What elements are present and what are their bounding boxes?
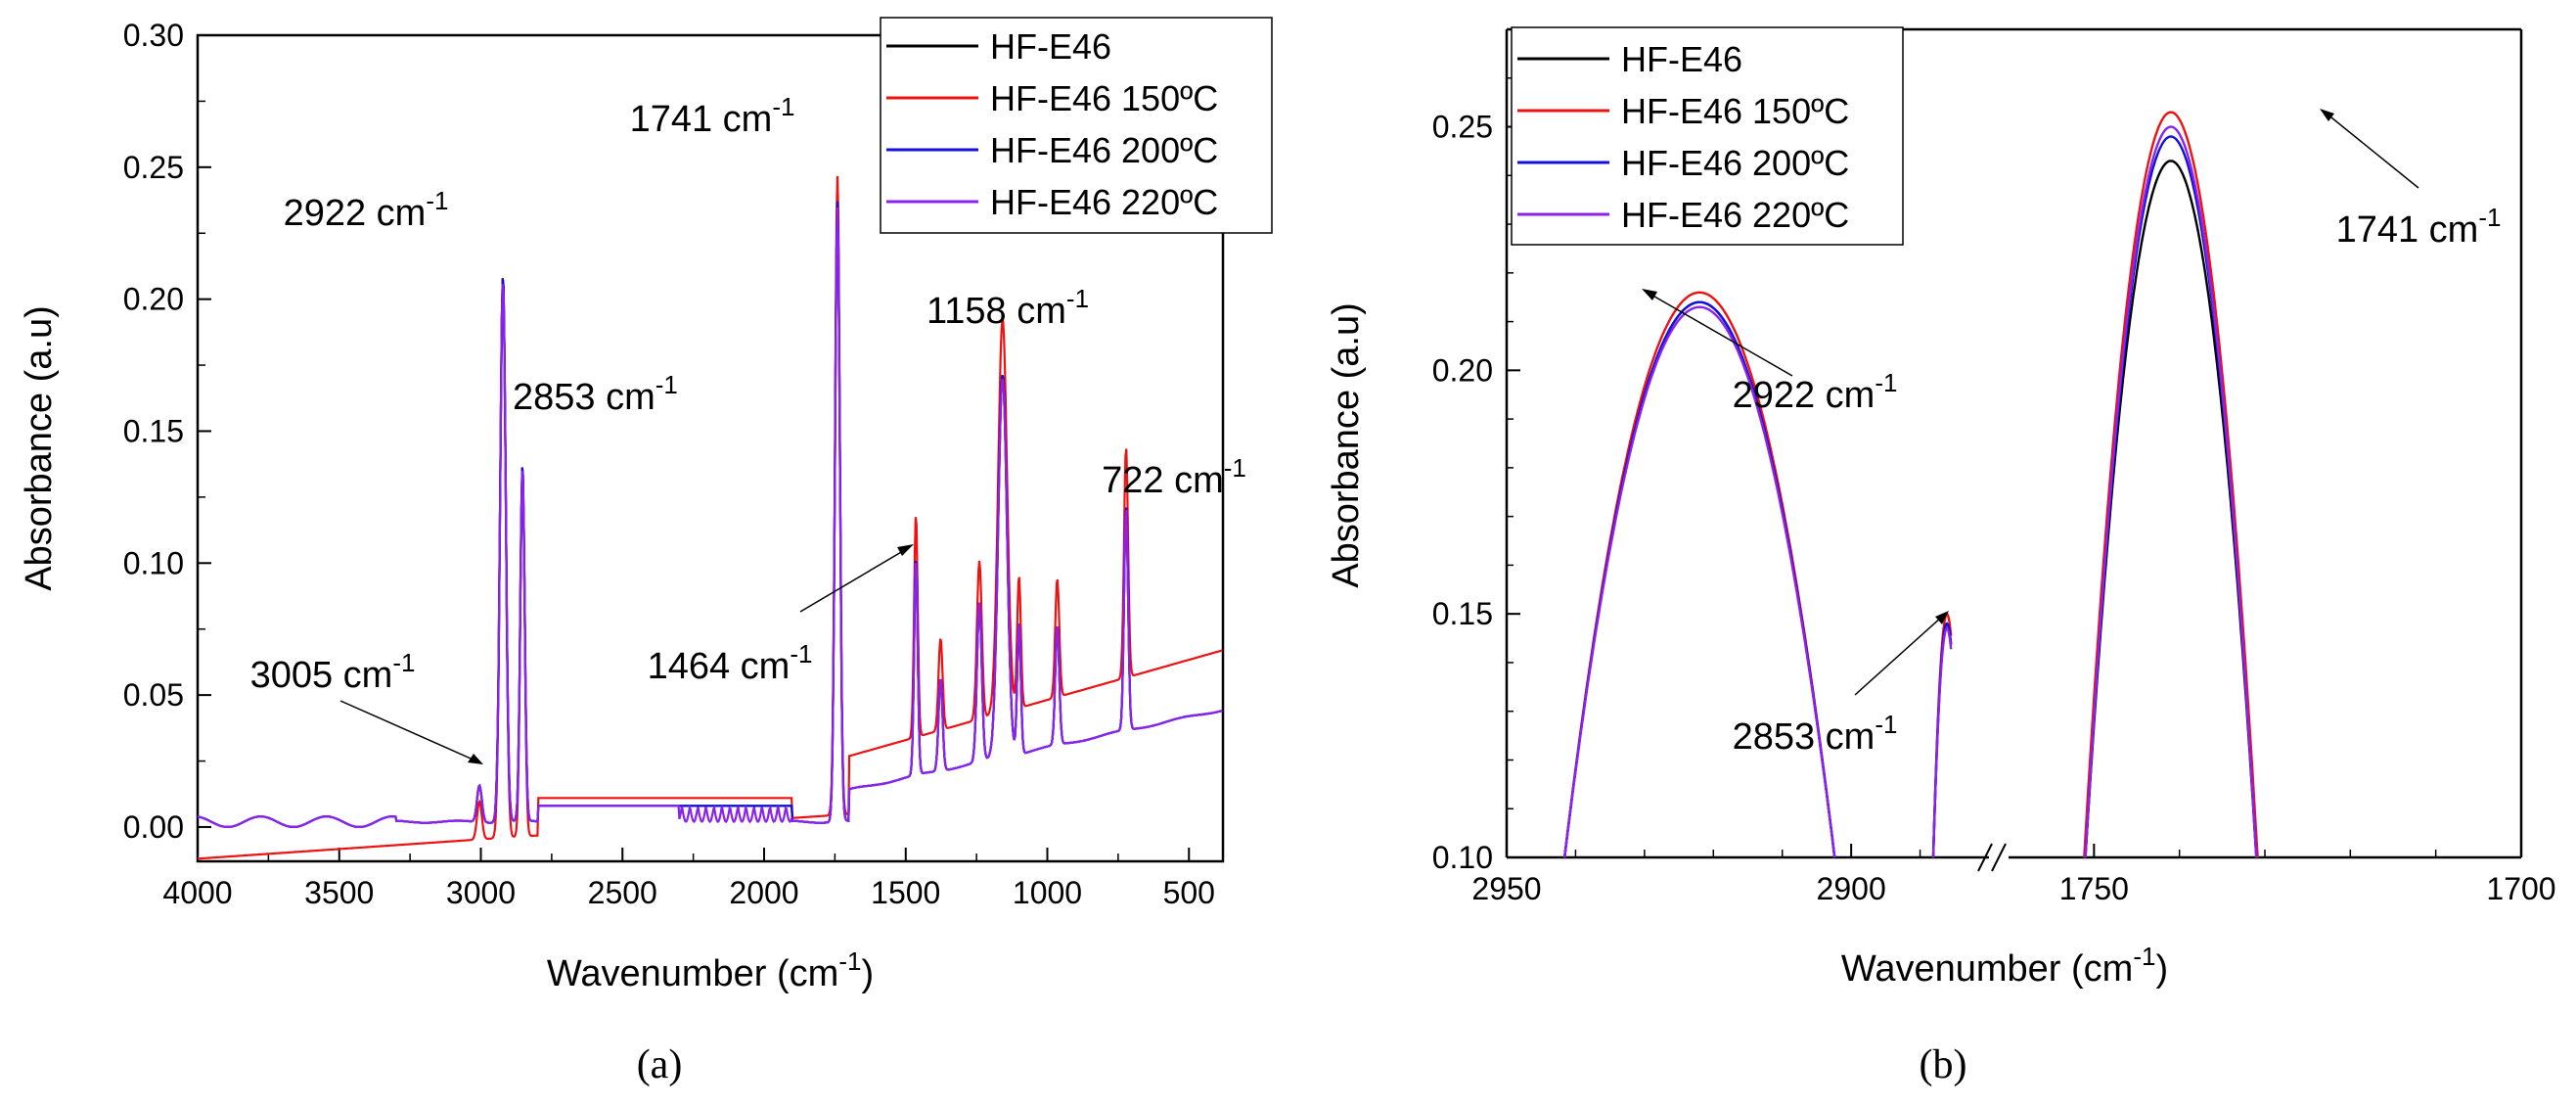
panel-a-annotations: 2922 cm-1 2853 cm-1 1741 cm-1 1158 cm-1 …	[250, 92, 1246, 764]
arrow-b-2853	[1854, 616, 1943, 696]
arrow-b-1741-head	[2320, 109, 2334, 121]
panel-b-y-axis-title: Absorbance (a.u)	[1326, 302, 1367, 588]
panel-a-y-ticks: 0.00 0.05 0.10 0.15 0.20 0.25 0.30	[123, 18, 211, 845]
series-b-hf-e46-220ºc	[1563, 125, 2258, 858]
panel-a-chart: 0.00 0.05 0.10 0.15 0.20 0.25 0.30 4000 3500 300…	[19, 17, 1273, 1087]
x-tick-label-a: 1000	[1013, 875, 1082, 910]
panel-b-legend: HF-E46 HF-E46 150ºC HF-E46 200ºC HF-E46 …	[1511, 26, 1904, 246]
arrow-b-1741	[2326, 113, 2419, 189]
x-tick-label-a: 2000	[729, 875, 798, 910]
panel-b-x-axis-title: Wavenumber (cm-1)	[1841, 942, 2168, 990]
annotation-1464: 1464 cm-1	[648, 639, 813, 687]
arrow-b-2853-head	[1935, 611, 1949, 624]
annotation-b-1741: 1741 cm-1	[2336, 203, 2502, 251]
series-hf-e46-150ºc	[197, 175, 1223, 860]
panel-b-y-ticks: 0.10 0.15 0.20 0.25	[1432, 77, 1520, 875]
panel-a-plot-frame	[196, 33, 1225, 863]
legend-b-label-3: HF-E46 200ºC	[1621, 143, 1849, 183]
arrow-3005-head	[468, 754, 483, 764]
panel-b-chart: 0.10 0.15 0.20 0.25 2950 2900 1750 1700 Absorb…	[1326, 26, 2556, 1087]
x-tick-label-b: 2950	[1471, 871, 1541, 906]
y-tick-label-a: 0.05	[123, 677, 184, 713]
y-tick-label-a: 0.00	[123, 809, 184, 845]
x-tick-label-a: 2500	[588, 875, 657, 910]
panel-a-legend: HF-E46 HF-E46 150ºC HF-E46 200ºC HF-E46 …	[880, 17, 1273, 234]
x-tick-label-a: 3000	[446, 875, 516, 910]
panel-a-x-axis-title: Wavenumber (cm-1)	[547, 946, 874, 994]
panel-a-series	[197, 175, 1223, 860]
y-tick-label-a: 0.20	[123, 282, 184, 317]
annotation-3005: 3005 cm-1	[250, 648, 416, 696]
annotation-2853: 2853 cm-1	[513, 370, 678, 418]
panel-b-annotations: 2922 cm-1 2853 cm-1 1741 cm-1	[1642, 109, 2501, 758]
x-tick-label-a: 4000	[162, 875, 232, 910]
arrow-1464	[799, 547, 909, 613]
legend-a-label-2: HF-E46 150ºC	[990, 78, 1218, 118]
x-tick-label-b: 1700	[2486, 871, 2555, 906]
annotation-1741: 1741 cm-1	[630, 92, 795, 140]
y-tick-label-a: 0.30	[123, 18, 184, 53]
x-tick-label-a: 500	[1163, 875, 1215, 910]
panel-b-series	[1563, 111, 2259, 858]
panel-b-caption: (b)	[1920, 1042, 1967, 1087]
y-tick-label-a: 0.15	[123, 413, 184, 448]
y-tick-label-b: 0.15	[1432, 596, 1493, 631]
annotation-1158: 1158 cm-1	[926, 284, 1089, 332]
legend-b-label-1: HF-E46	[1621, 39, 1742, 79]
annotation-b-2853: 2853 cm-1	[1733, 710, 1898, 758]
arrow-b-2922	[1649, 293, 1793, 377]
annotation-722: 722 cm-1	[1102, 453, 1246, 501]
y-tick-label-b: 0.25	[1432, 110, 1493, 145]
panel-a-y-axis-title: Absorbance (a.u)	[19, 305, 60, 591]
legend-b-label-2: HF-E46 150ºC	[1621, 91, 1849, 131]
annotation-2922: 2922 cm-1	[284, 186, 449, 234]
panel-a-caption: (a)	[637, 1042, 683, 1087]
legend-a-label-3: HF-E46 200ºC	[990, 130, 1218, 170]
panel-b-x-ticks: 2950 2900 1750 1700	[1471, 844, 2556, 906]
panel-a-legend-box	[880, 17, 1273, 234]
panel-b-legend-box	[1511, 26, 1904, 246]
x-tick-label-b: 1750	[2059, 871, 2129, 906]
y-tick-label-a: 0.10	[123, 545, 184, 580]
legend-b-label-4: HF-E46 220ºC	[1621, 195, 1849, 235]
panel-a-x-ticks: 4000 3500 3000 2500 2000 1500 1000 500	[162, 848, 1215, 910]
axis-break-icon	[1977, 843, 2007, 872]
x-tick-label-a: 1500	[871, 875, 940, 910]
y-tick-label-a: 0.25	[123, 150, 184, 185]
x-tick-label-a: 3500	[304, 875, 374, 910]
arrow-3005	[339, 700, 478, 762]
annotation-b-2922: 2922 cm-1	[1733, 368, 1898, 416]
arrow-1464-head	[897, 544, 914, 556]
legend-a-label-1: HF-E46	[990, 26, 1111, 67]
legend-a-label-4: HF-E46 220ºC	[990, 182, 1218, 222]
x-tick-label-b: 2900	[1817, 871, 1886, 906]
series-b-hf-e46	[1563, 160, 2258, 858]
series-hf-e46-220ºc	[197, 208, 1223, 828]
arrow-b-2922-head	[1642, 289, 1657, 300]
y-tick-label-b: 0.10	[1432, 840, 1493, 875]
y-tick-label-b: 0.20	[1432, 352, 1493, 388]
